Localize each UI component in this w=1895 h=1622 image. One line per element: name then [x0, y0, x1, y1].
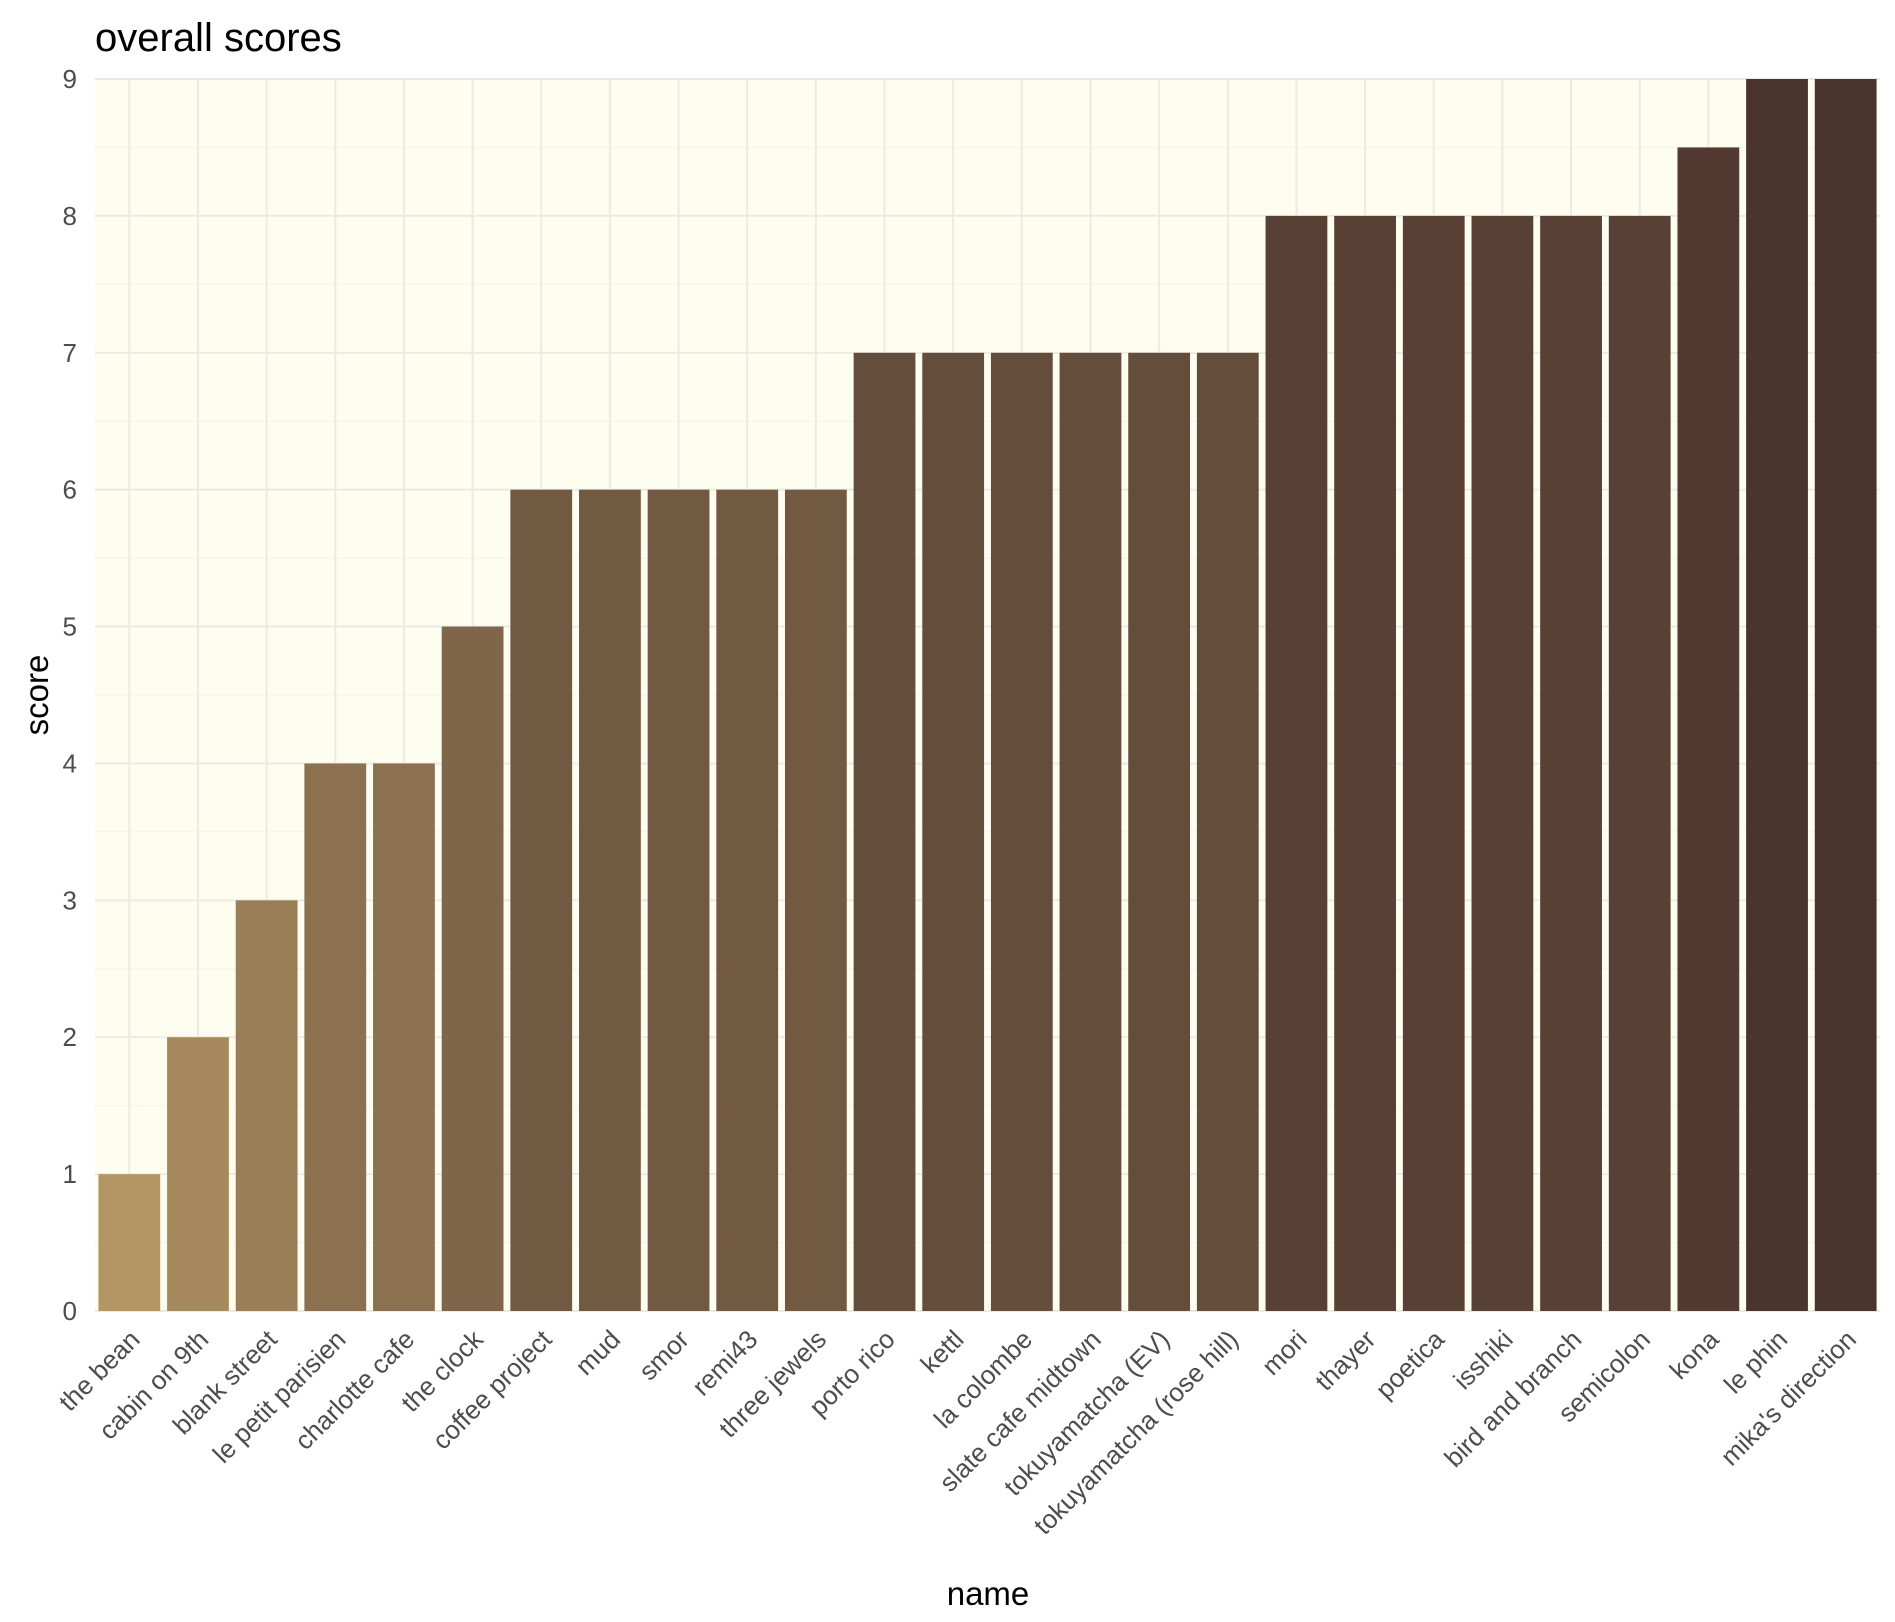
x-tick-label: coffee project [426, 1323, 558, 1455]
x-tick-label: poetica [1369, 1324, 1450, 1405]
bar-bird-and-branch [1540, 215, 1602, 1311]
bar-mud [579, 489, 641, 1312]
bar-thayer [1334, 215, 1396, 1311]
bar-kettl [922, 352, 985, 1311]
y-tick-label: 2 [63, 1022, 77, 1052]
y-tick-label: 8 [63, 201, 77, 231]
x-tick-label: kettl [914, 1324, 969, 1379]
y-tick-label: 7 [63, 338, 77, 368]
chart-title: overall scores [95, 16, 342, 60]
bar-tokuyamatcha-ev [1128, 352, 1191, 1311]
bar-smor [647, 489, 710, 1312]
y-tick-label: 1 [63, 1159, 77, 1189]
y-axis-title: score [18, 655, 55, 736]
bars [98, 79, 1877, 1312]
bar-poetica [1402, 215, 1465, 1311]
x-tick-label: kona [1664, 1324, 1725, 1385]
bar-semicolon [1608, 215, 1671, 1311]
bar-tokuyamatcha-rose-hill [1196, 352, 1259, 1311]
bar-three-jewels [784, 489, 847, 1312]
x-tick-label: smor [633, 1324, 695, 1386]
x-tick-label: mori [1256, 1324, 1313, 1381]
bar-la-colombe [990, 352, 1053, 1311]
bar-coffee-project [510, 489, 573, 1312]
bar-blank-street [235, 900, 298, 1311]
bar-kona [1677, 147, 1740, 1311]
bar-le-petit-parisien [304, 763, 367, 1311]
bar-cabin-on-9th [167, 1037, 229, 1311]
y-axis-ticks: 0 1 2 3 4 5 6 7 8 9 [63, 64, 77, 1326]
bar-isshiki [1471, 215, 1534, 1311]
y-tick-label: 5 [63, 612, 77, 642]
y-tick-label: 6 [63, 475, 77, 505]
y-tick-label: 3 [63, 885, 77, 915]
bar-remi43 [716, 489, 779, 1312]
bar-the-clock [441, 626, 504, 1311]
y-tick-label: 0 [63, 1296, 77, 1326]
bar-the-bean [98, 1174, 161, 1311]
bar-mika-s-direction [1814, 79, 1877, 1311]
bar-slate-cafe-midtown [1059, 352, 1122, 1311]
bar-charlotte-cafe [373, 763, 435, 1311]
y-tick-label: 4 [63, 748, 77, 778]
bar-mori [1265, 215, 1328, 1311]
bar-le-phin [1746, 79, 1808, 1311]
y-tick-label: 9 [63, 64, 77, 94]
bar-porto-rico [853, 352, 916, 1311]
x-axis-title: name [947, 1575, 1030, 1612]
x-tick-label: mud [569, 1324, 626, 1381]
